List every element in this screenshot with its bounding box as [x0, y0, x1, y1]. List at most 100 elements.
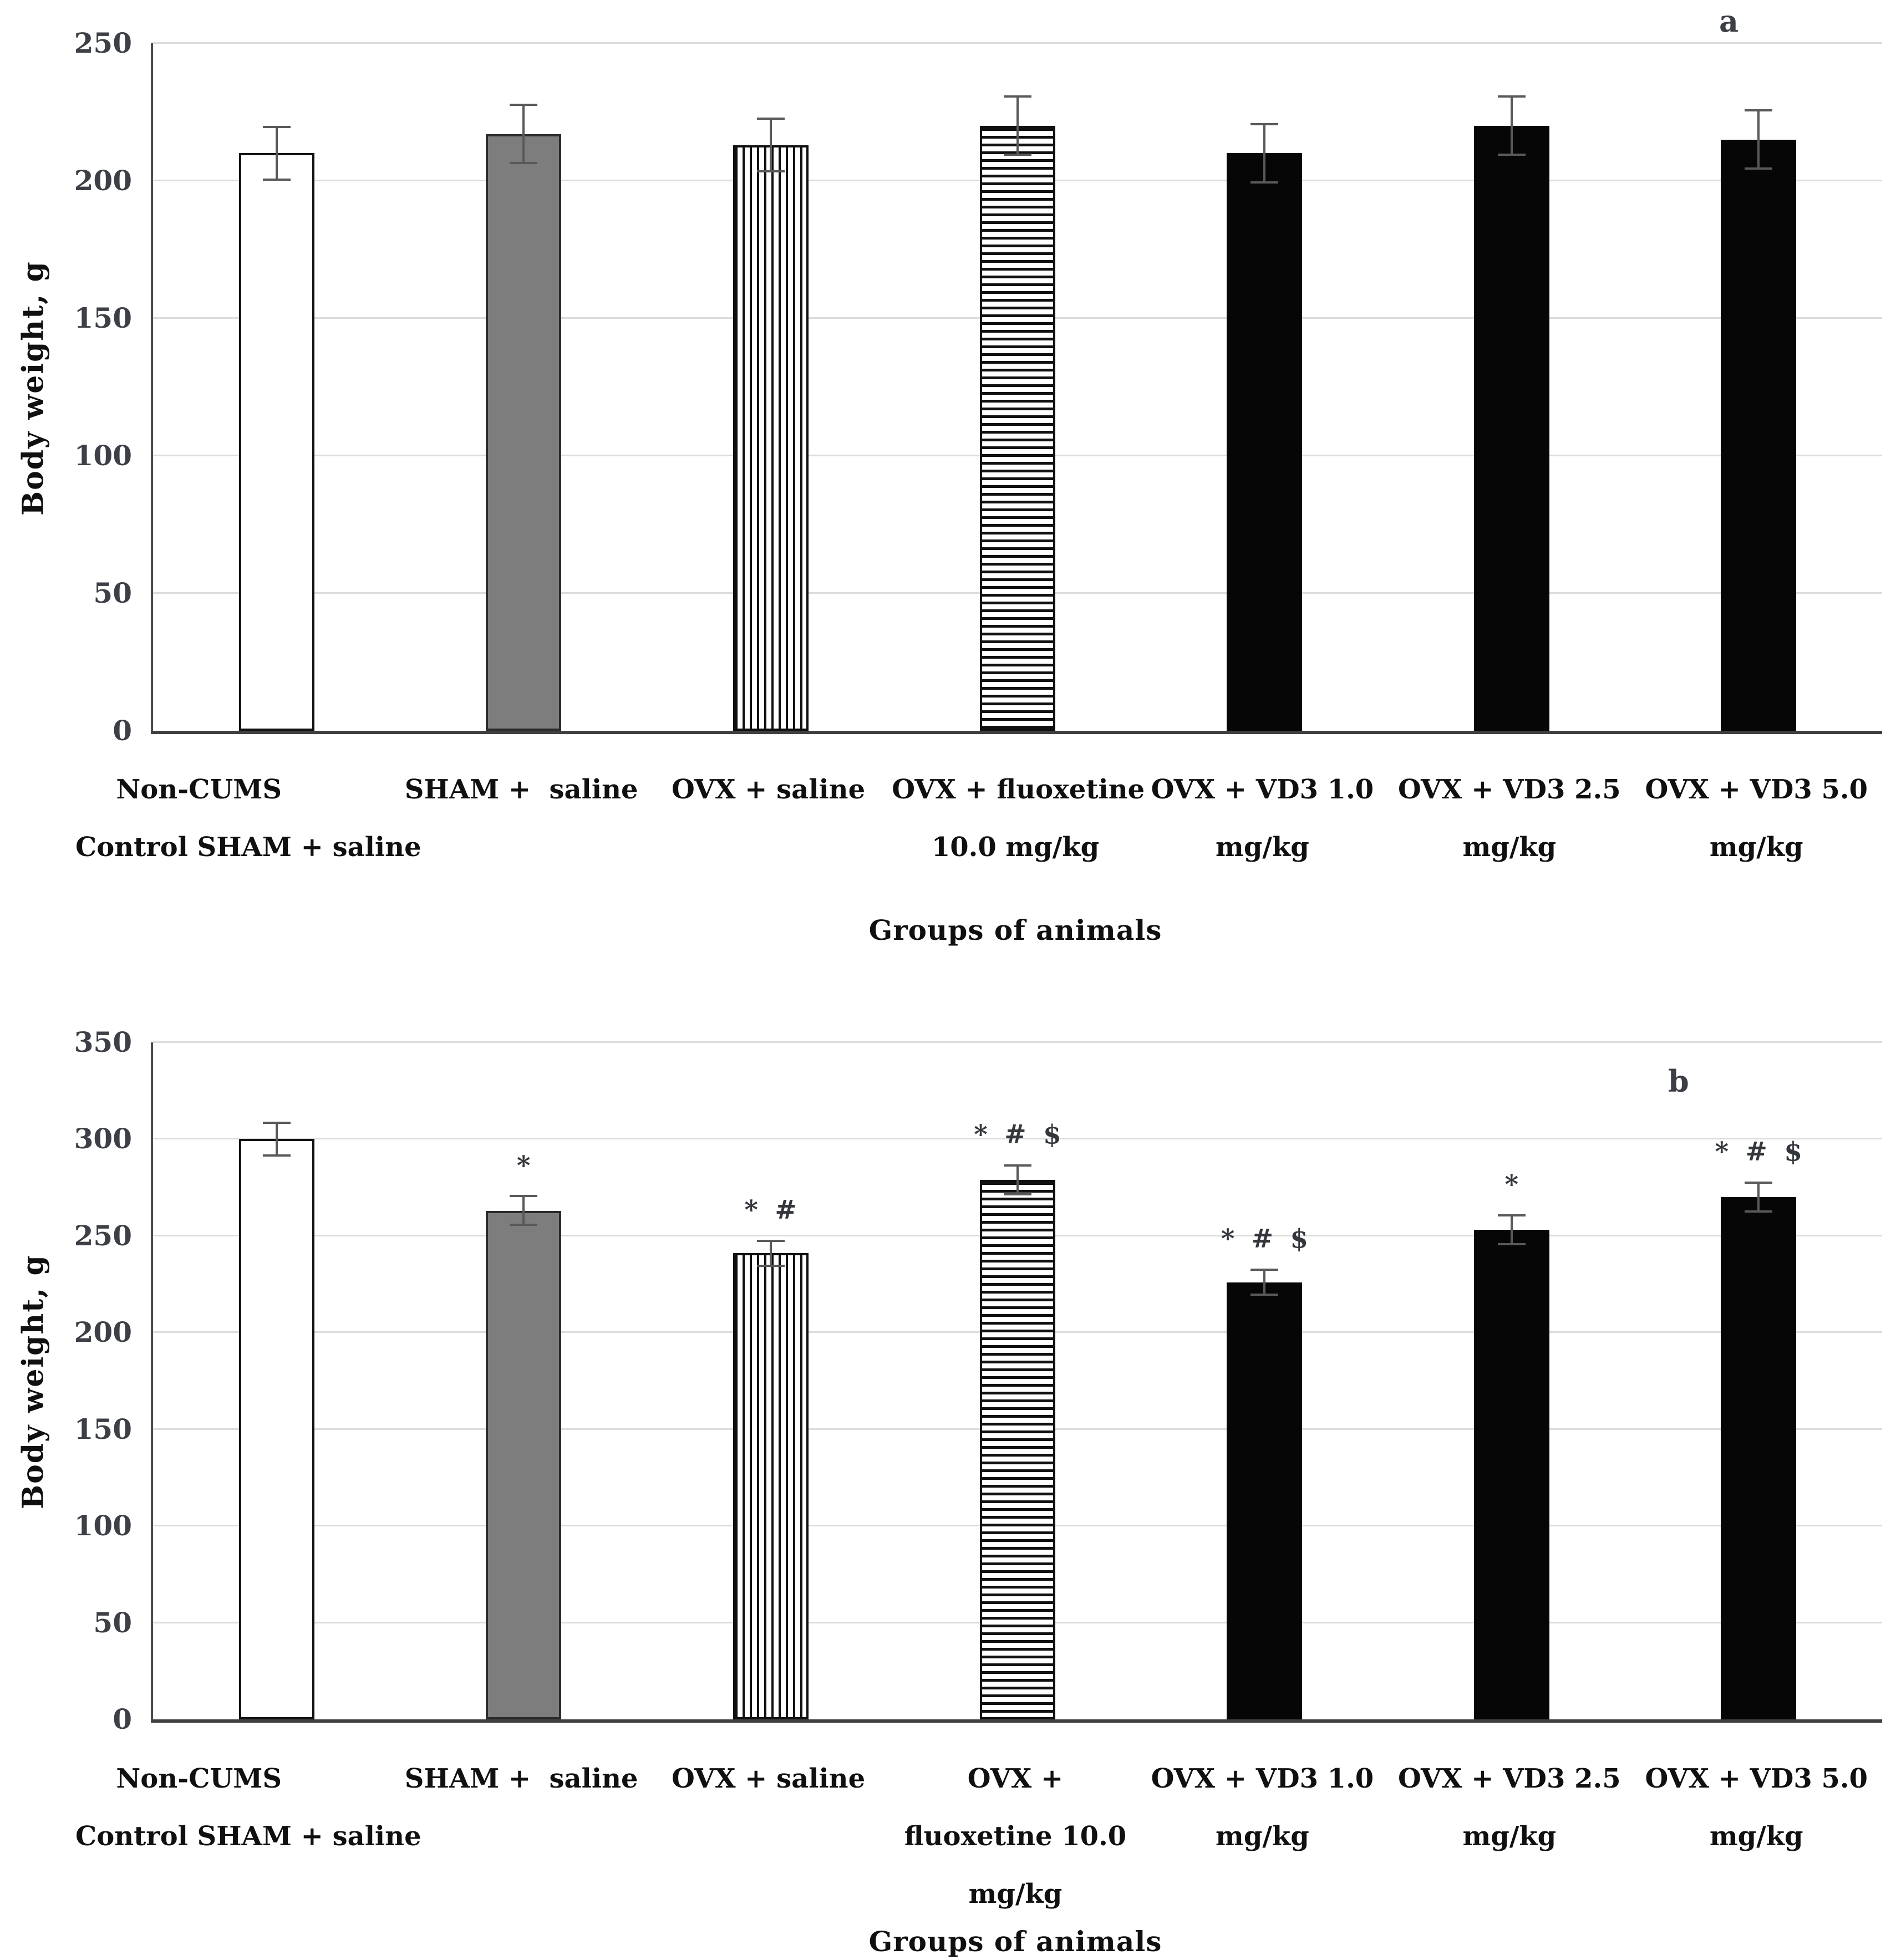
bar [486, 1211, 562, 1719]
bar-slot: * # [647, 1042, 894, 1719]
y-tick-label: 100 [74, 439, 132, 472]
y-tick-label: 350 [74, 1026, 132, 1058]
bar-slot [1141, 43, 1388, 731]
category-label-line: 10.0 mg/kg [931, 832, 1100, 863]
x-category-labels-a: Non-CUMS Control SHAM + saline SHAM + sali… [75, 761, 1880, 876]
category-label-line: mg/kg [1709, 832, 1803, 863]
category-label-line: mg/kg [1462, 832, 1557, 863]
gridline-250 [153, 42, 1882, 44]
error-bar-line [1016, 95, 1019, 156]
bar [1227, 153, 1303, 731]
category-label-line: mg/kg [1216, 832, 1309, 863]
category-label: Non-CUMS Control SHAM + saline [75, 1750, 421, 1923]
y-tick-label: 0 [113, 1703, 132, 1735]
category-label: OVX + saline [645, 761, 892, 876]
error-bar [1745, 1182, 1773, 1213]
error-bar-line [1016, 1164, 1019, 1195]
bar [238, 153, 314, 731]
error-bar-line [1263, 123, 1266, 184]
error-bar-bottom-cap [510, 162, 538, 164]
error-bar-top-cap [1745, 109, 1773, 111]
error-bar-top-cap [1745, 1182, 1773, 1184]
category-label-line: OVX + saline [671, 1763, 866, 1794]
category-label-line: OVX + saline [671, 774, 866, 805]
error-bar-bottom-cap [1497, 1243, 1526, 1245]
category-label-line: SHAM + saline [404, 1763, 638, 1794]
panel-b: b Body weight, g 0 50 100 150 200 250 300 350 *… [0, 976, 1891, 1960]
error-bar-bottom-cap [1003, 154, 1031, 156]
category-label: OVX + VD3 5.0 mg/kg [1633, 761, 1880, 876]
bar-slot [1388, 43, 1635, 731]
gridline-350 [153, 1041, 1882, 1043]
category-label: OVX + VD3 5.0 mg/kg [1633, 1750, 1880, 1923]
error-bar-top-cap [510, 1195, 538, 1197]
category-label-line: Control SHAM + saline [75, 832, 421, 863]
error-bar-line [769, 118, 772, 172]
error-bar-line [1510, 1214, 1513, 1245]
bar-slot [400, 43, 647, 731]
bar-slot [894, 43, 1141, 731]
y-tick-label: 0 [113, 714, 132, 747]
bar [1721, 140, 1797, 731]
error-bar [262, 1122, 291, 1157]
error-bar [510, 104, 538, 164]
category-label-line: OVX + [967, 1763, 1064, 1794]
plot-area-b: * * # * # $ * # $ * * # $ [151, 1041, 1882, 1723]
error-bar-top-cap [1003, 1164, 1031, 1167]
error-bar-line [1263, 1269, 1266, 1296]
y-tick-label: 250 [74, 1219, 132, 1252]
error-bar-line [1757, 109, 1760, 170]
error-bar-top-cap [1250, 123, 1279, 125]
bar-slot [647, 43, 894, 731]
error-bar-top-cap [510, 104, 538, 106]
category-label-line: Control SHAM + saline [75, 1821, 421, 1852]
y-tick-label: 150 [74, 1412, 132, 1445]
category-label-line: OVX + VD3 2.5 [1398, 1763, 1621, 1794]
error-bar-line [275, 1122, 278, 1157]
bar [1721, 1197, 1797, 1719]
panel-a-letter: a [1719, 3, 1738, 39]
bar-slot: * # $ [894, 1042, 1141, 1719]
y-tick-label: 150 [74, 302, 132, 334]
error-bar-bottom-cap [1497, 154, 1526, 156]
error-bar-bottom-cap [1003, 1193, 1031, 1195]
y-tick-label: 300 [74, 1122, 132, 1155]
error-bar-line [1510, 95, 1513, 156]
significance-marker: * # $ [1715, 1137, 1802, 1167]
bar-slot: * # $ [1141, 1042, 1388, 1719]
error-bar-line [1757, 1182, 1760, 1213]
category-label-line: OVX + fluoxetine [892, 774, 1145, 805]
error-bar-top-cap [756, 1240, 785, 1242]
category-label: OVX + VD3 1.0 mg/kg [1139, 1750, 1386, 1923]
category-label-line: mg/kg [968, 1878, 1063, 1910]
error-bar-bottom-cap [510, 1224, 538, 1226]
category-label-line: OVX + VD3 1.0 [1151, 1763, 1374, 1794]
bar [1227, 1282, 1303, 1719]
plot-area-a [151, 42, 1882, 734]
x-axis-title-b: Groups of animals [868, 1925, 1162, 1958]
bar-slot: * [1388, 1042, 1635, 1719]
error-bar-line [522, 104, 525, 164]
error-bar-line [275, 126, 278, 181]
error-bar [1003, 1164, 1031, 1195]
error-bar-line [522, 1195, 525, 1226]
bar [486, 134, 562, 731]
x-axis-title-a: Groups of animals [868, 914, 1162, 946]
error-bar-bottom-cap [1745, 167, 1773, 170]
error-bar-top-cap [1250, 1269, 1279, 1271]
category-label-line: OVX + VD3 2.5 [1398, 774, 1621, 805]
category-label-line: Non-CUMS [116, 1763, 282, 1794]
significance-marker: * # $ [974, 1119, 1061, 1150]
category-label: OVX + fluoxetine 10.0 mg/kg [892, 1750, 1138, 1923]
error-bar-top-cap [262, 126, 291, 128]
significance-marker: * # [744, 1195, 797, 1225]
category-label: Non-CUMS Control SHAM + saline [75, 761, 421, 876]
error-bar [1250, 123, 1279, 184]
category-label-line: fluoxetine 10.0 [904, 1821, 1127, 1852]
category-label: SHAM + saline [398, 761, 644, 876]
x-category-labels-b: Non-CUMS Control SHAM + saline SHAM + sali… [75, 1750, 1880, 1923]
category-label: OVX + fluoxetine 10.0 mg/kg [892, 761, 1145, 876]
error-bar-bottom-cap [1250, 1294, 1279, 1296]
panel-a: a Body weight, g 0 50 100 150 200 250 Non-CUM… [0, 0, 1891, 976]
